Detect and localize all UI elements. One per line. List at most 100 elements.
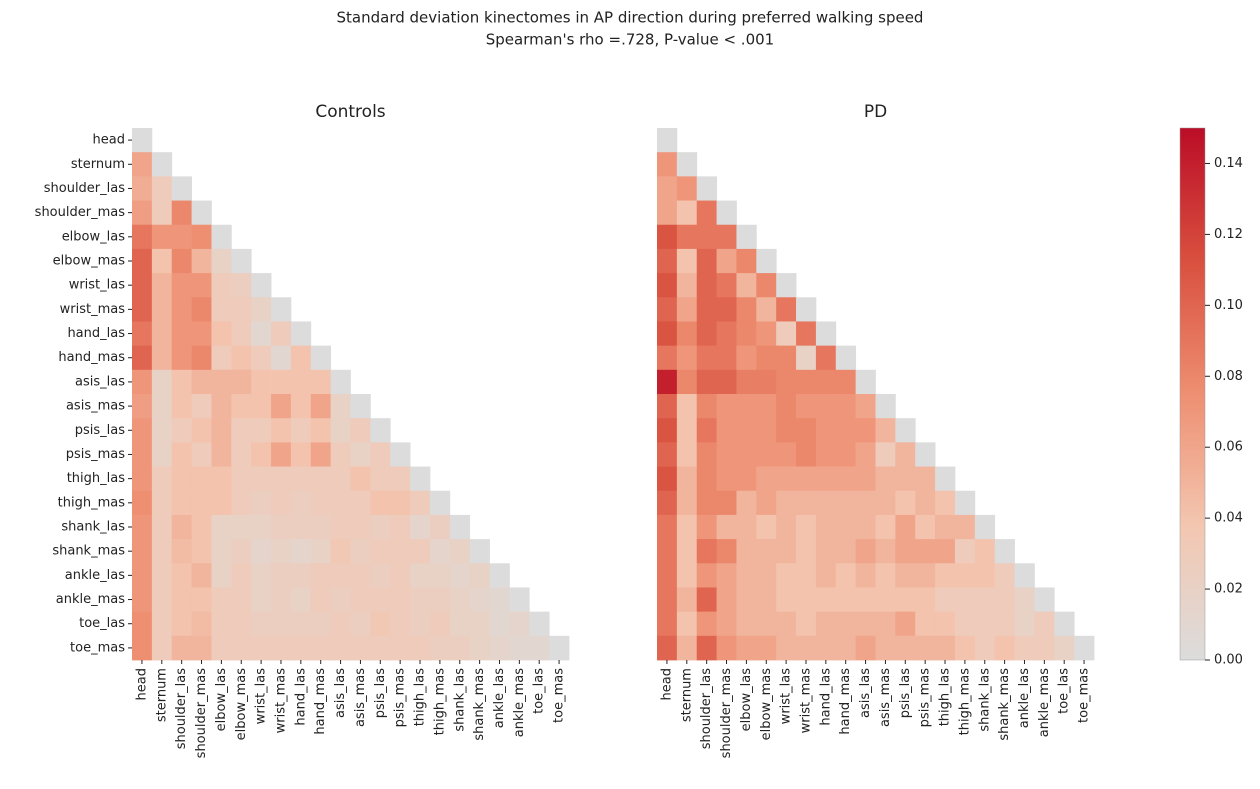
heatmap-cell: [736, 635, 757, 661]
heatmap-cell: [132, 514, 153, 540]
heatmap-cell: [994, 563, 1015, 588]
heatmap-cell: [231, 345, 252, 371]
heatmap-cell: [895, 635, 916, 661]
heatmap-cell: [954, 635, 976, 661]
heatmap-cell: [776, 539, 797, 564]
heatmap-cell: [191, 369, 212, 395]
heatmap-cell: [696, 248, 717, 274]
x-tick-label: head: [134, 668, 149, 700]
x-tick-label: asis_las: [333, 668, 348, 718]
heatmap-cell: [776, 490, 797, 516]
heatmap-cell: [736, 224, 757, 250]
heatmap-cell: [370, 466, 391, 492]
heatmap-cell: [171, 273, 192, 298]
heatmap-cell: [657, 224, 678, 250]
heatmap-cell: [815, 611, 837, 637]
heatmap-cell: [251, 514, 272, 540]
heatmap-cell: [855, 394, 876, 419]
heatmap-cell: [696, 539, 717, 564]
heatmap-cell: [310, 418, 332, 443]
heatmap-cell: [954, 587, 976, 613]
heatmap-cell: [756, 321, 777, 347]
heatmap-cell: [1074, 635, 1095, 661]
y-tick-label: toe_mas: [70, 640, 125, 655]
heatmap-cell: [815, 321, 837, 347]
heatmap-cell: [796, 563, 817, 588]
x-tick-label: ankle_las: [1017, 668, 1032, 728]
colorbar-tick-label: 0.08: [1214, 369, 1243, 384]
heatmap-cell: [756, 394, 777, 419]
heatmap-cell: [310, 539, 332, 564]
heatmap-cell: [132, 248, 153, 274]
heatmap-cell: [657, 248, 678, 274]
heatmap-cell: [151, 587, 173, 613]
heatmap-cell: [696, 635, 717, 661]
heatmap-cell: [449, 563, 471, 588]
heatmap-cell: [350, 539, 371, 564]
heatmap-cell: [1054, 611, 1075, 637]
heatmap-cell: [696, 297, 717, 322]
heatmap-cell: [676, 587, 698, 613]
heatmap-cell: [935, 635, 956, 661]
x-tick-label: shoulder_mas: [719, 668, 734, 759]
heatmap-cell: [171, 514, 192, 540]
heatmap-cell: [191, 200, 212, 226]
heatmap-cell: [151, 418, 173, 443]
heatmap-cell: [251, 321, 272, 347]
heatmap-cell: [875, 490, 896, 516]
heatmap-cell: [657, 514, 678, 540]
heatmap-cell: [657, 466, 678, 492]
heatmap-cell: [151, 321, 173, 347]
heatmap-cell: [776, 273, 797, 298]
heatmap-cell: [429, 539, 451, 564]
heatmap-cell: [350, 635, 371, 661]
x-tick-label: asis_mas: [878, 668, 893, 727]
heatmap-cell: [796, 297, 817, 322]
heatmap-cell: [875, 587, 896, 613]
heatmap-cell: [736, 466, 757, 492]
x-tick-label: head: [659, 668, 674, 700]
heatmap-cell: [310, 345, 332, 371]
x-tick-label: elbow_las: [739, 668, 754, 732]
colorbar: [1179, 127, 1206, 661]
heatmap-cell: [211, 321, 232, 347]
heatmap-cell: [815, 587, 837, 613]
heatmap-cell: [1014, 611, 1035, 637]
heatmap-cell: [716, 442, 737, 467]
heatmap-cell: [132, 176, 153, 201]
heatmap-cell: [716, 635, 737, 661]
heatmap-cell: [676, 563, 698, 588]
heatmap-cell: [251, 418, 272, 443]
heatmap-cell: [696, 442, 717, 467]
heatmap-cell: [171, 345, 192, 371]
heatmap-cell: [716, 248, 737, 274]
heatmap-cell: [231, 611, 252, 637]
heatmap-cell: [271, 297, 292, 322]
heatmap-cell: [370, 539, 391, 564]
heatmap-cell: [231, 248, 252, 274]
heatmap-cell: [835, 635, 857, 661]
heatmap-cell: [231, 321, 252, 347]
heatmap-cell: [935, 587, 956, 613]
heatmap-cell: [815, 466, 837, 492]
heatmap-cell: [211, 442, 232, 467]
heatmap-cell: [271, 635, 292, 661]
heatmap-cell: [696, 563, 717, 588]
heatmap-cell: [390, 442, 411, 467]
colorbar-tick-label: 0.14: [1214, 156, 1243, 171]
heatmap-cell: [310, 514, 332, 540]
heatmap-cell: [696, 611, 717, 637]
y-tick-label: asis_las: [75, 374, 125, 389]
x-tick-label: shank_las: [977, 668, 992, 732]
heatmap-cell: [151, 248, 173, 274]
heatmap-cell: [796, 466, 817, 492]
heatmap-cell: [231, 563, 252, 588]
heatmap-cell: [875, 418, 896, 443]
heatmap-cell: [835, 539, 857, 564]
heatmap-cell: [815, 418, 837, 443]
heatmap-cell: [151, 442, 173, 467]
heatmap-cell: [211, 297, 232, 322]
heatmap-cell: [231, 273, 252, 298]
heatmap-cell: [1034, 635, 1055, 661]
x-tick-label: toe_mas: [1077, 668, 1092, 723]
